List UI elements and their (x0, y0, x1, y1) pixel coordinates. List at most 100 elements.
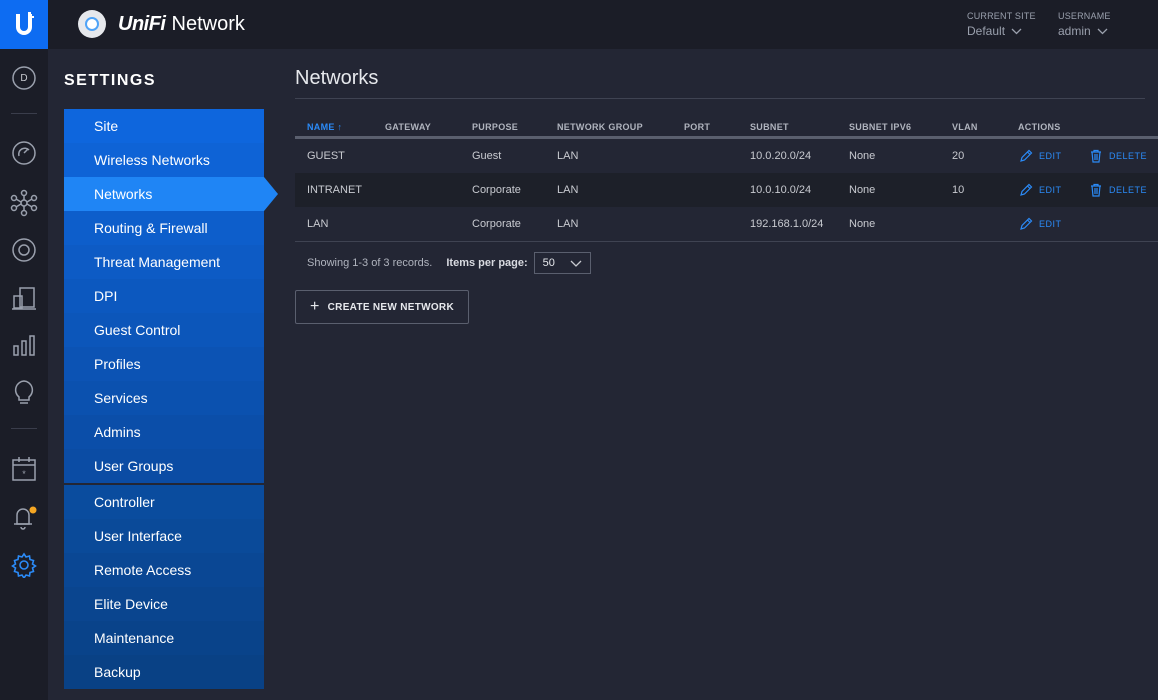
table-header: NAME ↑ GATEWAY PURPOSE NETWORK GROUP POR… (295, 119, 1158, 136)
records-summary: Showing 1-3 of 3 records. (307, 257, 433, 269)
rail-divider (11, 113, 37, 114)
topology-icon[interactable] (9, 188, 39, 218)
menu-item-services[interactable]: Services (64, 381, 264, 415)
title-divider (295, 98, 1145, 99)
delete-button[interactable]: DELETE (1089, 149, 1147, 163)
statistics-icon[interactable] (9, 330, 39, 360)
table-row: INTRANET Corporate LAN 10.0.10.0/24 None… (295, 173, 1158, 207)
cell-name: GUEST (307, 150, 345, 162)
cell-name: INTRANET (307, 184, 362, 196)
menu-item-remote-access[interactable]: Remote Access (64, 553, 264, 587)
cell-subnet: 10.0.10.0/24 (750, 184, 812, 196)
column-header-port[interactable]: PORT (684, 122, 711, 132)
plus-icon: + (310, 298, 320, 315)
page-title: Networks (295, 67, 379, 89)
svg-text:*: * (22, 469, 26, 479)
dashboard-icon[interactable] (9, 138, 39, 168)
table-bottom-divider (295, 241, 1158, 242)
trash-icon (1091, 149, 1101, 163)
items-per-page-value: 50 (542, 257, 555, 269)
menu-item-backup[interactable]: Backup (64, 655, 264, 689)
username-selector[interactable]: USERNAME admin (1058, 11, 1111, 38)
brand-name: UniFi (118, 12, 166, 35)
chevron-down-icon (1097, 28, 1108, 34)
sort-ascending-icon: ↑ (337, 122, 343, 132)
cell-purpose: Corporate (472, 184, 521, 196)
table-row: LAN Corporate LAN 192.168.1.0/24 None ED… (295, 207, 1158, 241)
menu-item-networks[interactable]: Networks (64, 177, 278, 211)
column-header-purpose[interactable]: PURPOSE (472, 122, 519, 132)
current-site-label: CURRENT SITE (967, 11, 1036, 21)
username-label: USERNAME (1058, 11, 1111, 21)
settings-title: SETTINGS (64, 72, 157, 89)
settings-gear-icon[interactable] (9, 550, 39, 580)
cell-subnet-ipv6: None (849, 184, 876, 196)
items-per-page-label: Items per page: (446, 257, 528, 269)
current-site-selector[interactable]: CURRENT SITE Default (967, 11, 1036, 38)
ubiquiti-logo-icon[interactable] (0, 0, 48, 49)
menu-item-elite-device[interactable]: Elite Device (64, 587, 264, 621)
menu-item-threat-management[interactable]: Threat Management (64, 245, 264, 279)
table-row: GUEST Guest LAN 10.0.20.0/24 None 20 EDI… (295, 139, 1158, 173)
menu-item-profiles[interactable]: Profiles (64, 347, 264, 381)
column-header-network-group[interactable]: NETWORK GROUP (557, 122, 643, 132)
cell-vlan: 10 (952, 184, 965, 196)
cell-subnet: 10.0.20.0/24 (750, 150, 812, 162)
brand[interactable]: UniFi Network (78, 10, 245, 38)
clients-icon[interactable] (9, 283, 39, 313)
product-name: Network (171, 12, 245, 35)
create-button-label: CREATE NEW NETWORK (327, 301, 454, 313)
cell-network-group: LAN (557, 150, 579, 162)
cell-name: LAN (307, 218, 329, 230)
pencil-icon (1020, 183, 1033, 196)
menu-item-dpi[interactable]: DPI (64, 279, 264, 313)
menu-item-user-interface[interactable]: User Interface (64, 519, 264, 553)
networks-table: NAME ↑ GATEWAY PURPOSE NETWORK GROUP POR… (295, 119, 1158, 242)
column-header-subnet[interactable]: SUBNET (750, 122, 789, 132)
header-divider (295, 136, 1158, 139)
menu-item-site[interactable]: Site (64, 109, 264, 143)
menu-item-maintenance[interactable]: Maintenance (64, 621, 264, 655)
delete-button[interactable]: DELETE (1089, 183, 1147, 197)
top-bar: UniFi Network CURRENT SITE Default USERN… (48, 0, 1158, 49)
menu-item-admins[interactable]: Admins (64, 415, 264, 449)
avatar-letter: D (20, 72, 28, 84)
cell-purpose: Guest (472, 150, 502, 162)
pagination-footer: Showing 1-3 of 3 records. Items per page… (307, 252, 591, 274)
items-per-page-select[interactable]: 50 (533, 252, 591, 274)
menu-item-wireless-networks[interactable]: Wireless Networks (64, 143, 264, 177)
column-header-vlan[interactable]: VLAN (952, 122, 978, 132)
menu-item-guest-control[interactable]: Guest Control (64, 313, 264, 347)
menu-item-routing-firewall[interactable]: Routing & Firewall (64, 211, 264, 245)
chevron-down-icon (570, 260, 582, 267)
insights-icon[interactable] (9, 377, 39, 407)
edit-button[interactable]: EDIT (1019, 217, 1062, 231)
site-avatar-icon[interactable]: D (9, 63, 39, 93)
left-rail: D * (0, 0, 48, 700)
current-site-value: Default (967, 24, 1006, 38)
cell-subnet-ipv6: None (849, 218, 876, 230)
cell-vlan: 20 (952, 150, 965, 162)
alerts-icon[interactable] (9, 502, 39, 532)
unifi-logo-icon (78, 10, 106, 38)
column-header-actions: ACTIONS (1018, 122, 1061, 132)
column-header-subnet-ipv6[interactable]: SUBNET IPV6 (849, 122, 912, 132)
menu-item-controller[interactable]: Controller (64, 485, 264, 519)
devices-icon[interactable] (9, 235, 39, 265)
cell-subnet-ipv6: None (849, 150, 876, 162)
menu-item-user-groups[interactable]: User Groups (64, 449, 264, 483)
edit-button[interactable]: EDIT (1019, 149, 1062, 163)
create-new-network-button[interactable]: + CREATE NEW NETWORK (295, 290, 469, 324)
column-header-name[interactable]: NAME ↑ (307, 122, 343, 132)
cell-network-group: LAN (557, 218, 579, 230)
pencil-icon (1020, 217, 1033, 230)
chevron-down-icon (1011, 28, 1022, 34)
column-header-gateway[interactable]: GATEWAY (385, 122, 432, 132)
username-value: admin (1058, 24, 1091, 38)
trash-icon (1091, 183, 1101, 197)
edit-button[interactable]: EDIT (1019, 183, 1062, 197)
cell-network-group: LAN (557, 184, 579, 196)
events-icon[interactable]: * (9, 454, 39, 484)
cell-subnet: 192.168.1.0/24 (750, 218, 824, 230)
rail-divider (11, 428, 37, 429)
